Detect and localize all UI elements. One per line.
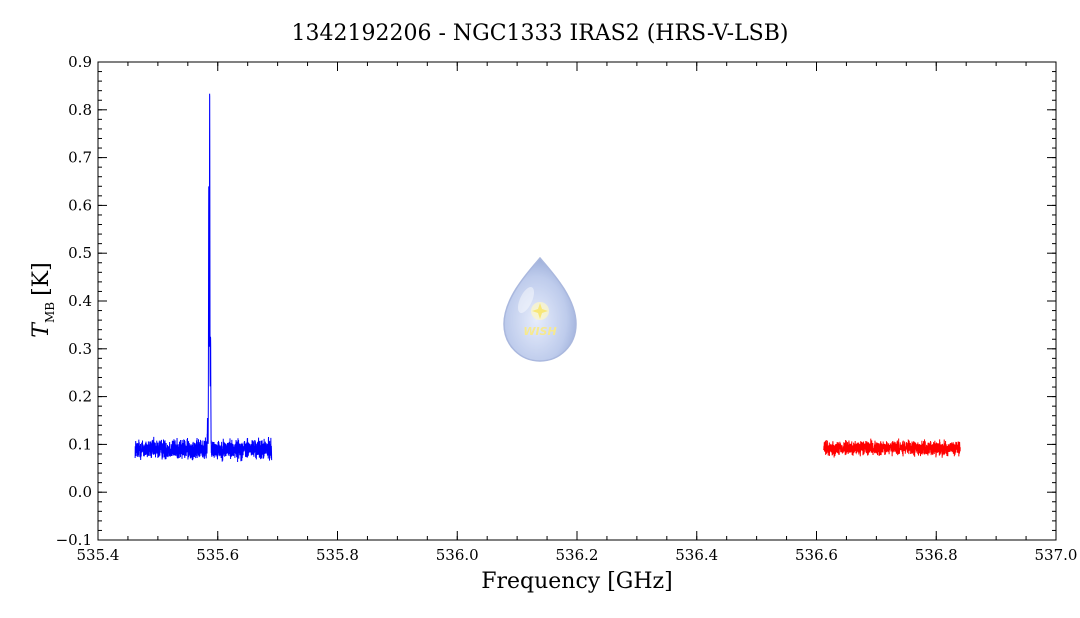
- y-tick-label: 0.7: [68, 149, 92, 167]
- y-axis-title: TMB [K]: [29, 262, 57, 337]
- y-tick-label: 0.4: [68, 292, 92, 310]
- logo-text: WISH: [523, 325, 556, 338]
- star-icon: [531, 302, 549, 320]
- y-tick-label: 0.3: [68, 340, 92, 358]
- y-tick-label: 0.5: [68, 244, 92, 262]
- chart-title: 1342192206 - NGC1333 IRAS2 (HRS-V-LSB): [291, 21, 788, 46]
- x-tick-label: 536.6: [795, 546, 838, 564]
- y-axis-unit: [K]: [29, 262, 54, 296]
- wish-logo: WISH: [503, 256, 577, 362]
- y-tick-label: 0.8: [68, 101, 92, 119]
- y-tick-label: 0.6: [68, 196, 92, 214]
- x-tick-label: 536.4: [675, 546, 718, 564]
- x-tick-label: 536.0: [436, 546, 479, 564]
- y-tick-label: 0.1: [68, 435, 92, 453]
- y-tick-label: 0.2: [68, 388, 92, 406]
- spectrum-series-0: [134, 93, 273, 462]
- x-axis-title: Frequency [GHz]: [481, 569, 673, 594]
- y-axis-subscript: MB: [43, 302, 57, 323]
- y-tick-label: 0.9: [68, 53, 92, 71]
- x-tick-label: 535.6: [196, 546, 239, 564]
- x-tick-label: 535.8: [316, 546, 359, 564]
- y-tick-label: 0.0: [68, 483, 92, 501]
- x-tick-label: 537.0: [1035, 546, 1078, 564]
- x-tick-label: 536.2: [556, 546, 599, 564]
- y-axis-symbol: T: [29, 321, 54, 338]
- spectrum-series-1: [823, 438, 961, 458]
- x-axis: 535.4 535.6 535.8 536.0 536.2 536.4 536.6 536.8…: [77, 62, 1078, 564]
- x-tick-label: 536.8: [915, 546, 958, 564]
- y-tick-label: −0.1: [56, 531, 92, 549]
- x-tick-label: 535.4: [77, 546, 120, 564]
- plot-frame: [97, 61, 1057, 541]
- series-layer: [134, 93, 961, 462]
- y-axis: −0.1 0.0 0.1 0.2 0.3 0.4 0.5 0.6 0.7 0.8 0.9: [56, 53, 1056, 549]
